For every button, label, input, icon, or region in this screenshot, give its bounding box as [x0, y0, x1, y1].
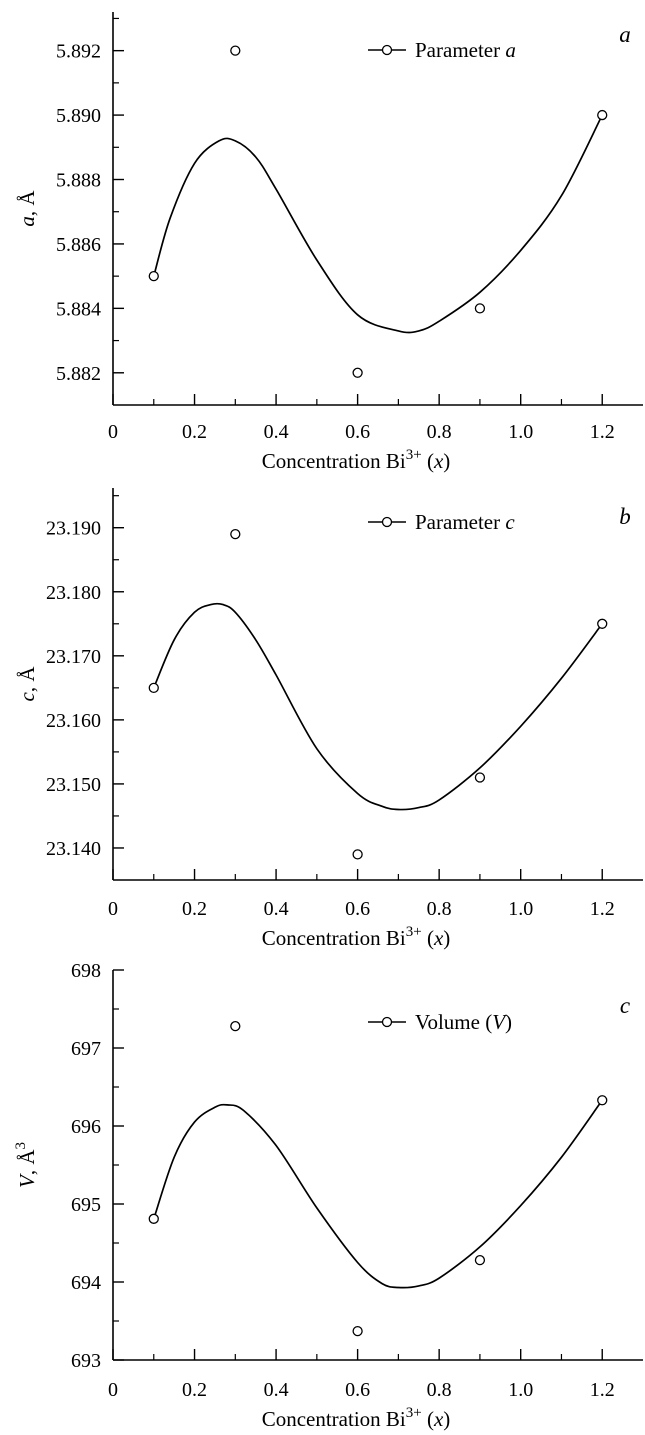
y-tick-label: 697	[71, 1038, 101, 1060]
y-tick-label: 5.882	[56, 363, 101, 385]
data-point	[352, 1325, 363, 1337]
y-tick-label: 23.150	[46, 774, 101, 796]
y-tick-label: 698	[71, 960, 101, 982]
y-tick-label: 5.890	[56, 105, 101, 127]
x-tick-label: 1.2	[590, 421, 615, 443]
x-tick-label: 0.4	[264, 1379, 289, 1401]
panel-label: c	[620, 993, 630, 1018]
x-tick-label: 0.8	[427, 898, 452, 920]
legend: Parameter a	[368, 38, 516, 62]
data-point	[352, 849, 363, 860]
x-tick-label: 1.2	[590, 898, 615, 920]
x-tick-label: 0.2	[182, 1379, 207, 1401]
y-tick-label: 693	[71, 1350, 101, 1372]
data-point	[474, 303, 486, 314]
data-point	[474, 772, 486, 783]
fit-curve	[153, 602, 603, 811]
data-point	[597, 618, 608, 629]
data-point	[230, 528, 241, 540]
x-tick-label: 0.6	[345, 898, 370, 920]
y-tick-label: 23.180	[46, 582, 101, 604]
chart-panel-b: 0 0.2 0.4 0.6 0.8 1.0 1.2 23.140 23.150 23.160 23.…	[15, 488, 643, 950]
x-tick-label: 0.8	[427, 1379, 452, 1401]
y-tick-label: 5.888	[56, 170, 101, 192]
x-tick-label: 0	[108, 898, 118, 920]
x-tick-label: 1.0	[508, 421, 533, 443]
x-tick-label: 1.2	[590, 1379, 615, 1401]
x-axis-title: Concentration Bi3+ (x)	[262, 924, 451, 950]
fit-curve	[152, 1099, 603, 1289]
y-axis-title: c, Å	[15, 666, 39, 702]
legend-marker	[381, 516, 393, 528]
x-axis-title: Concentration Bi3+ (x)	[262, 447, 451, 473]
legend: Volume (V)	[368, 1010, 512, 1034]
x-tick-label: 0.6	[345, 1379, 370, 1401]
y-tick-label: 5.884	[56, 298, 101, 320]
x-tick-label: 0.8	[427, 421, 452, 443]
chart-panel-c: 0 0.2 0.4 0.6 0.8 1.0 1.2 693 694 695 696 697 698 Con…	[13, 960, 643, 1431]
x-tick-label: 0.4	[264, 898, 289, 920]
fit-curve	[152, 114, 603, 334]
data-point	[230, 45, 241, 56]
data-point	[597, 1095, 608, 1106]
y-tick-label: 694	[71, 1272, 101, 1294]
data-point	[352, 367, 363, 378]
x-tick-label: 1.0	[508, 1379, 533, 1401]
y-tick-label: 23.140	[46, 838, 101, 860]
data-point	[148, 1213, 159, 1224]
panel-label: a	[619, 22, 631, 47]
legend: Parameter c	[368, 510, 515, 534]
x-tick-label: 0.4	[264, 421, 289, 443]
x-tick-label: 0.2	[182, 421, 207, 443]
legend-marker	[381, 1016, 393, 1028]
legend-label: Parameter a	[415, 38, 516, 62]
y-tick-label: 5.892	[56, 41, 101, 63]
x-tick-label: 0.2	[182, 898, 207, 920]
data-point	[474, 1255, 486, 1266]
data-point	[230, 1021, 241, 1032]
x-axis-title: Concentration Bi3+ (x)	[262, 1405, 451, 1431]
legend-label: Volume (V)	[415, 1010, 512, 1034]
x-tick-label: 0	[108, 1379, 118, 1401]
x-tick-label: 1.0	[508, 898, 533, 920]
panel-label: b	[619, 504, 631, 529]
legend-label: Parameter c	[415, 510, 515, 534]
y-tick-label: 23.190	[46, 518, 101, 540]
y-axis-title: a, Å	[15, 190, 39, 227]
x-tick-label: 0	[108, 421, 118, 443]
y-tick-label: 5.886	[56, 234, 101, 256]
y-axis-title: V, Å3	[13, 1142, 39, 1188]
y-tick-label: 696	[71, 1116, 101, 1138]
data-point	[148, 270, 159, 282]
y-tick-label: 23.160	[46, 710, 101, 732]
data-point	[597, 109, 608, 121]
chart-panel-a: 0 0.2 0.4 0.6 0.8 1.0 1.2 5.882 5.884 5.886 5.888 5…	[15, 12, 643, 473]
y-tick-label: 23.170	[46, 646, 101, 668]
legend-marker	[381, 44, 393, 56]
data-point	[148, 682, 159, 693]
x-tick-label: 0.6	[345, 421, 370, 443]
y-tick-label: 695	[71, 1194, 101, 1216]
